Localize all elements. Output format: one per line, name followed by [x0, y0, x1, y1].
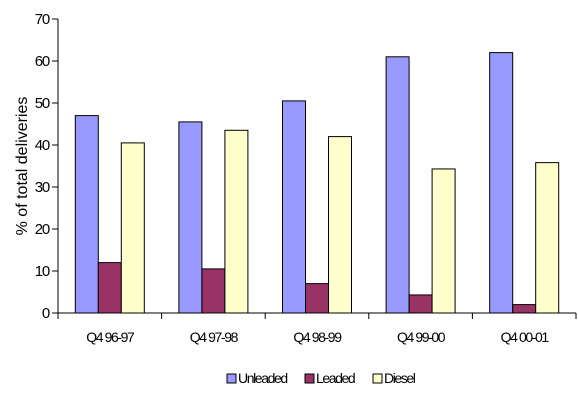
y-tick-label: 0	[42, 305, 50, 322]
x-category-label: Q4 00-01	[501, 329, 550, 345]
legend-swatch-unleaded	[226, 373, 237, 384]
bar-diesel	[224, 129, 249, 314]
bar-diesel	[120, 142, 145, 314]
x-category-label: Q4 96-97	[86, 329, 135, 345]
bar-unleaded	[489, 52, 514, 314]
bar-unleaded	[385, 56, 410, 314]
legend-label-diesel: Diesel	[384, 370, 416, 386]
bar-unleaded	[74, 115, 99, 314]
x-category-label: Q4 98-99	[293, 329, 342, 345]
y-tick-label: 20	[35, 221, 50, 238]
bar-leaded	[408, 294, 433, 314]
bar-leaded	[201, 268, 226, 314]
bar-unleaded	[178, 121, 203, 314]
bar-diesel	[431, 168, 456, 314]
plot-area: 0 10 20 30 40 50 60 70 Q4 96-97 Q4 97-98 Q4 98-99 Q…	[35, 11, 577, 386]
y-tick-label: 30	[35, 179, 50, 196]
legend-swatch-leaded	[304, 373, 315, 384]
y-tick-label: 40	[35, 137, 50, 154]
bar-unleaded	[282, 100, 306, 314]
y-tick-label: 70	[35, 11, 50, 28]
legend-label-leaded: Leaded	[316, 370, 355, 386]
legend-label-unleaded: Unleaded	[238, 370, 287, 386]
y-tick-label: 10	[35, 263, 50, 280]
y-tick-label: 60	[35, 53, 50, 70]
bar-leaded	[512, 304, 537, 314]
bar-diesel	[328, 136, 352, 314]
bar-diesel	[535, 162, 560, 314]
y-axis-title: % of total deliveries	[14, 97, 31, 236]
bar-leaded	[97, 262, 122, 314]
x-category-label: Q4 99-00	[397, 329, 446, 345]
y-tick-label: 50	[35, 95, 50, 112]
x-category-label: Q4 97-98	[190, 329, 239, 345]
bar-leaded	[305, 283, 329, 314]
legend-swatch-diesel	[372, 373, 383, 384]
